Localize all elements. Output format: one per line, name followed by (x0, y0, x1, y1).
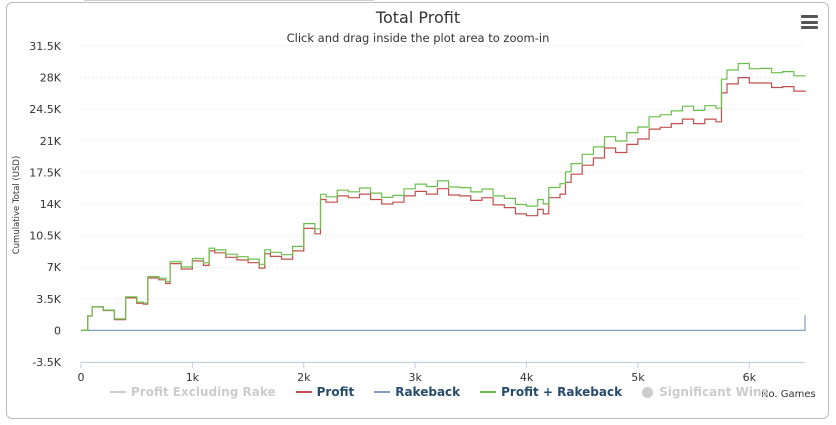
x-tick-label: 0 (78, 371, 85, 384)
y-tick-label: 31.5K (29, 40, 61, 53)
chart-subtitle: Click and drag inside the plot area to z… (286, 31, 550, 45)
y-tick-label: 24.5K (29, 103, 61, 116)
panel-top-border (84, 0, 374, 3)
legend-line-icon (374, 391, 391, 393)
y-axis-ticks: -3.5K 0 3.5K 7K 10.5K 14K 17.5K 21K 24.5K 28K 31.5… (29, 40, 61, 369)
x-tick-label: 6k (743, 371, 757, 384)
x-tick-label: 5k (631, 371, 645, 384)
series-lines (81, 62, 806, 331)
legend-label: Rakeback (395, 385, 461, 399)
hamburger-menu-icon[interactable] (800, 14, 820, 30)
legend-item-profit-excluding-rake[interactable]: Profit Excluding Rake (110, 385, 276, 399)
legend-dot-icon (642, 386, 654, 398)
x-tick-label: 2k (297, 371, 311, 384)
y-tick-label: 17.5K (29, 166, 61, 179)
y-tick-label: 14K (40, 198, 62, 211)
y-tick-label: 3.5K (36, 293, 61, 306)
legend-label: Significant Wins (659, 385, 769, 399)
legend-item-profit-rakeback[interactable]: Profit + Rakeback (480, 385, 622, 399)
y-tick-label: 21K (40, 135, 62, 148)
series-line-rakeback (81, 315, 806, 331)
chart-title: Total Profit (375, 8, 461, 27)
x-axis-title: No. Games (761, 389, 816, 400)
x-tick-label: 1k (186, 371, 200, 384)
menu-bar (801, 15, 818, 18)
y-tick-label: -3.5K (32, 356, 61, 369)
legend-item-profit[interactable]: Profit (295, 385, 355, 399)
series-line-profit (81, 77, 806, 331)
legend-label: Profit (316, 385, 355, 399)
y-tick-label: 7K (47, 261, 62, 274)
legend: Profit Excluding Rake Profit Rakeback Profi… (110, 384, 789, 400)
y-tick-label: 0 (54, 324, 61, 337)
x-axis: 0 1k 2k 3k 4k 5k 6k (78, 362, 805, 384)
legend-label: Profit + Rakeback (501, 385, 623, 399)
x-tick-label: 4k (520, 371, 534, 384)
legend-item-rakeback[interactable]: Rakeback (374, 385, 460, 399)
legend-item-significant-wins[interactable]: Significant Wins (642, 385, 769, 399)
y-tick-label: 10.5K (29, 230, 61, 243)
menu-bar (801, 26, 818, 29)
legend-line-icon (295, 391, 312, 393)
grid-lines (81, 45, 805, 363)
menu-bar (801, 20, 818, 24)
x-tick-label: 3k (408, 371, 422, 384)
legend-label: Profit Excluding Rake (131, 385, 276, 399)
chart-container (6, 2, 829, 419)
legend-line-icon (480, 391, 497, 393)
series-line-profit-rakeback (81, 62, 806, 331)
legend-line-icon (110, 391, 126, 393)
y-axis-label: Cumulative Total (USD) (12, 156, 22, 255)
y-tick-label: 28K (40, 72, 62, 85)
